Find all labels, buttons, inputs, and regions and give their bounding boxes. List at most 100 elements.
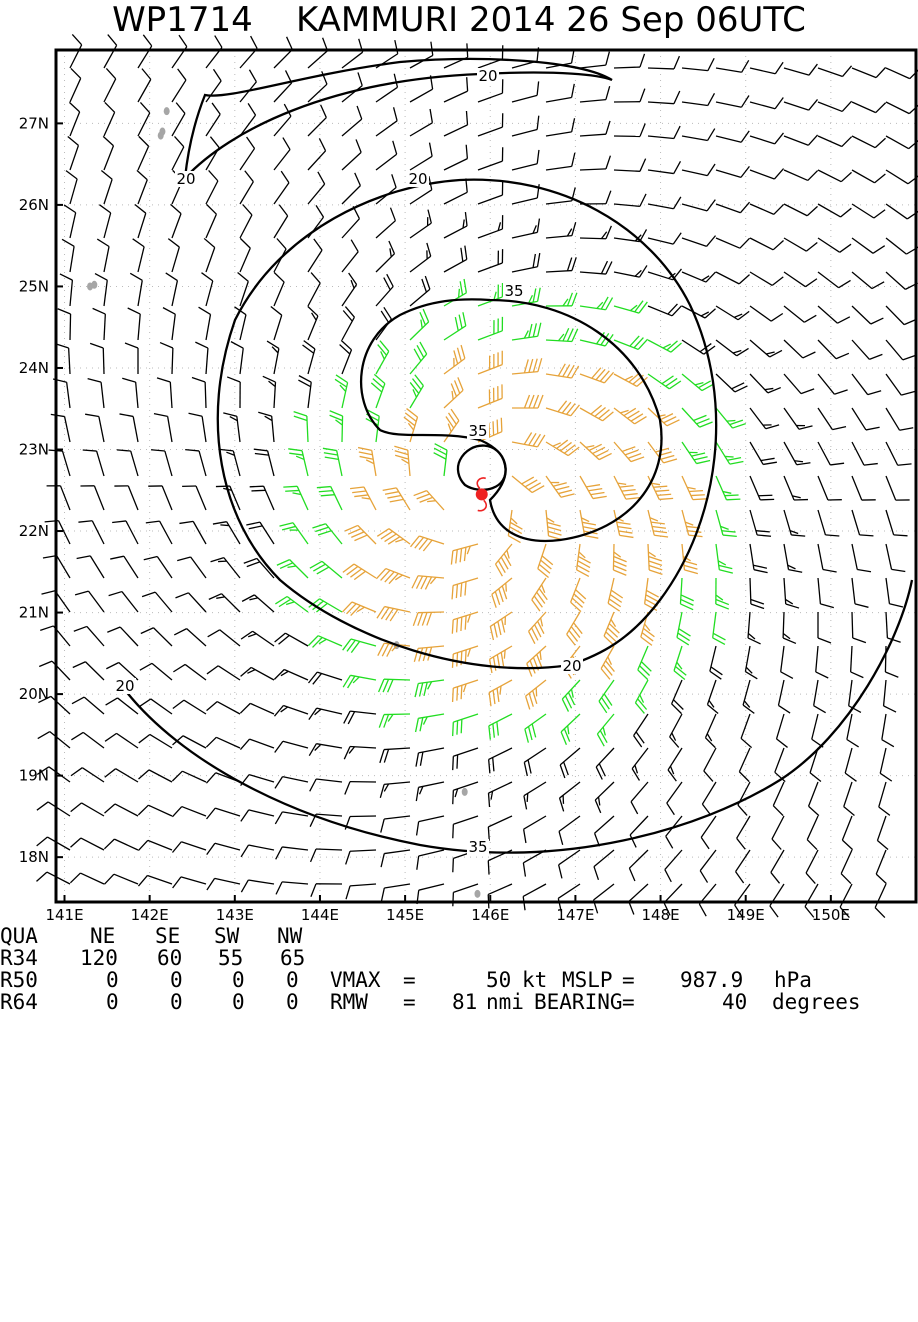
stats-row-r34: R34 120 60 55 65 [0, 947, 51, 969]
lon-tick-label: 141E [45, 906, 83, 924]
value-ne: 0 [106, 969, 119, 991]
quadrant-ne: NE [90, 925, 115, 947]
barb-feather [725, 495, 739, 496]
barb-feather [459, 289, 460, 298]
vmax-value: 50 [486, 969, 511, 991]
contour-label: 35 [468, 422, 487, 440]
barb-staff [172, 348, 173, 374]
lat-tick-label: 23N [19, 441, 49, 459]
barb-feather [501, 418, 502, 432]
lat-tick-label: 27N [19, 114, 49, 132]
mslp-unit: hPa [774, 969, 812, 991]
lat-tick-label: 19N [19, 767, 49, 785]
value-se: 0 [170, 969, 183, 991]
rmw-eq: = [403, 991, 416, 1013]
lat-tick-label: 25N [19, 277, 49, 295]
barb-feather [179, 35, 187, 47]
quadrant-se: SE [155, 925, 180, 947]
barb-feather [727, 421, 736, 422]
lon-tick-label: 149E [727, 906, 765, 924]
value-sw: 0 [232, 969, 245, 991]
barb-feather [283, 486, 297, 487]
barb-feather [37, 802, 48, 810]
barb-feather [467, 77, 468, 91]
barb-feather [251, 36, 257, 48]
storm-stats-panel: QUA NE SE SW NW R34 120 60 55 65 R50 0 0… [0, 925, 918, 1014]
lon-tick-label: 143E [216, 906, 254, 924]
quadrant-sw: SW [214, 925, 239, 947]
barb-feather [453, 790, 454, 804]
barb-feather [453, 688, 454, 702]
barb-feather [143, 35, 151, 46]
contour-label: 20 [115, 677, 134, 695]
barb-feather [453, 892, 454, 906]
barb-staff [103, 348, 104, 374]
barb-feather [488, 827, 489, 841]
barb-staff [648, 68, 674, 69]
lon-tick-label: 147E [556, 906, 594, 924]
contour-label: 20 [408, 170, 427, 188]
barb-feather [527, 793, 528, 802]
mslp-eq: = [622, 969, 635, 991]
mslp-label: MSLP [562, 969, 613, 991]
lat-tick-label: 18N [19, 848, 49, 866]
barb-feather [452, 620, 453, 634]
barb-feather [758, 495, 772, 496]
quadrant-nw: NW [277, 925, 302, 947]
barb-feather [453, 824, 454, 838]
barb-feather [457, 687, 458, 701]
contour-label: 35 [468, 838, 487, 856]
barb-feather [453, 858, 454, 872]
barb-feather [72, 34, 81, 44]
barb-feather [453, 722, 454, 736]
island-shape [158, 132, 164, 140]
row-label: R34 [0, 947, 38, 969]
barb-feather [506, 583, 507, 592]
island-shape [462, 788, 468, 796]
lon-tick-label: 146E [471, 906, 509, 924]
island-shape [474, 890, 480, 898]
barb-feather [875, 908, 885, 918]
contour-label: 20 [562, 657, 581, 675]
barb-feather [287, 37, 293, 50]
value-ne: 120 [80, 947, 118, 969]
value-ne: 0 [106, 991, 119, 1013]
island-shape [91, 281, 97, 289]
row-label: R50 [0, 969, 38, 991]
lon-tick-label: 142E [131, 906, 169, 924]
lat-tick-label: 22N [19, 522, 49, 540]
barb-staff [205, 382, 206, 408]
storm-center-dot [476, 488, 488, 500]
barb-feather [465, 650, 466, 664]
lat-tick-label: 21N [19, 604, 49, 622]
vmax-unit: kt [522, 969, 547, 991]
barb-feather [457, 755, 458, 769]
barb-feather [497, 420, 498, 434]
barb-feather [461, 685, 462, 699]
barb-feather [285, 490, 299, 491]
barb-feather [251, 490, 265, 491]
value-sw: 55 [218, 947, 243, 969]
barb-feather [108, 35, 117, 46]
lat-tick-label: 26N [19, 196, 49, 214]
barb-feather [461, 617, 462, 631]
lon-tick-label: 150E [812, 906, 850, 924]
value-nw: 0 [286, 969, 299, 991]
barb-feather [36, 872, 46, 881]
value-nw: 65 [280, 947, 305, 969]
barb-staff [70, 314, 71, 340]
barb-staff [852, 612, 853, 638]
contour-label: 35 [504, 282, 523, 300]
lon-tick-label: 145E [386, 906, 424, 924]
barb-feather [691, 495, 705, 496]
barb-feather [37, 837, 48, 846]
row-label: R64 [0, 991, 38, 1013]
barb-feather [453, 756, 454, 770]
barb-feather [699, 904, 706, 916]
barb-feather [504, 650, 505, 659]
bearing-label: BEARING [534, 991, 623, 1013]
lat-tick-label: 20N [19, 685, 49, 703]
barb-feather [38, 732, 50, 739]
rmw-unit: nmi [486, 991, 524, 1013]
contour-label: 20 [176, 170, 195, 188]
